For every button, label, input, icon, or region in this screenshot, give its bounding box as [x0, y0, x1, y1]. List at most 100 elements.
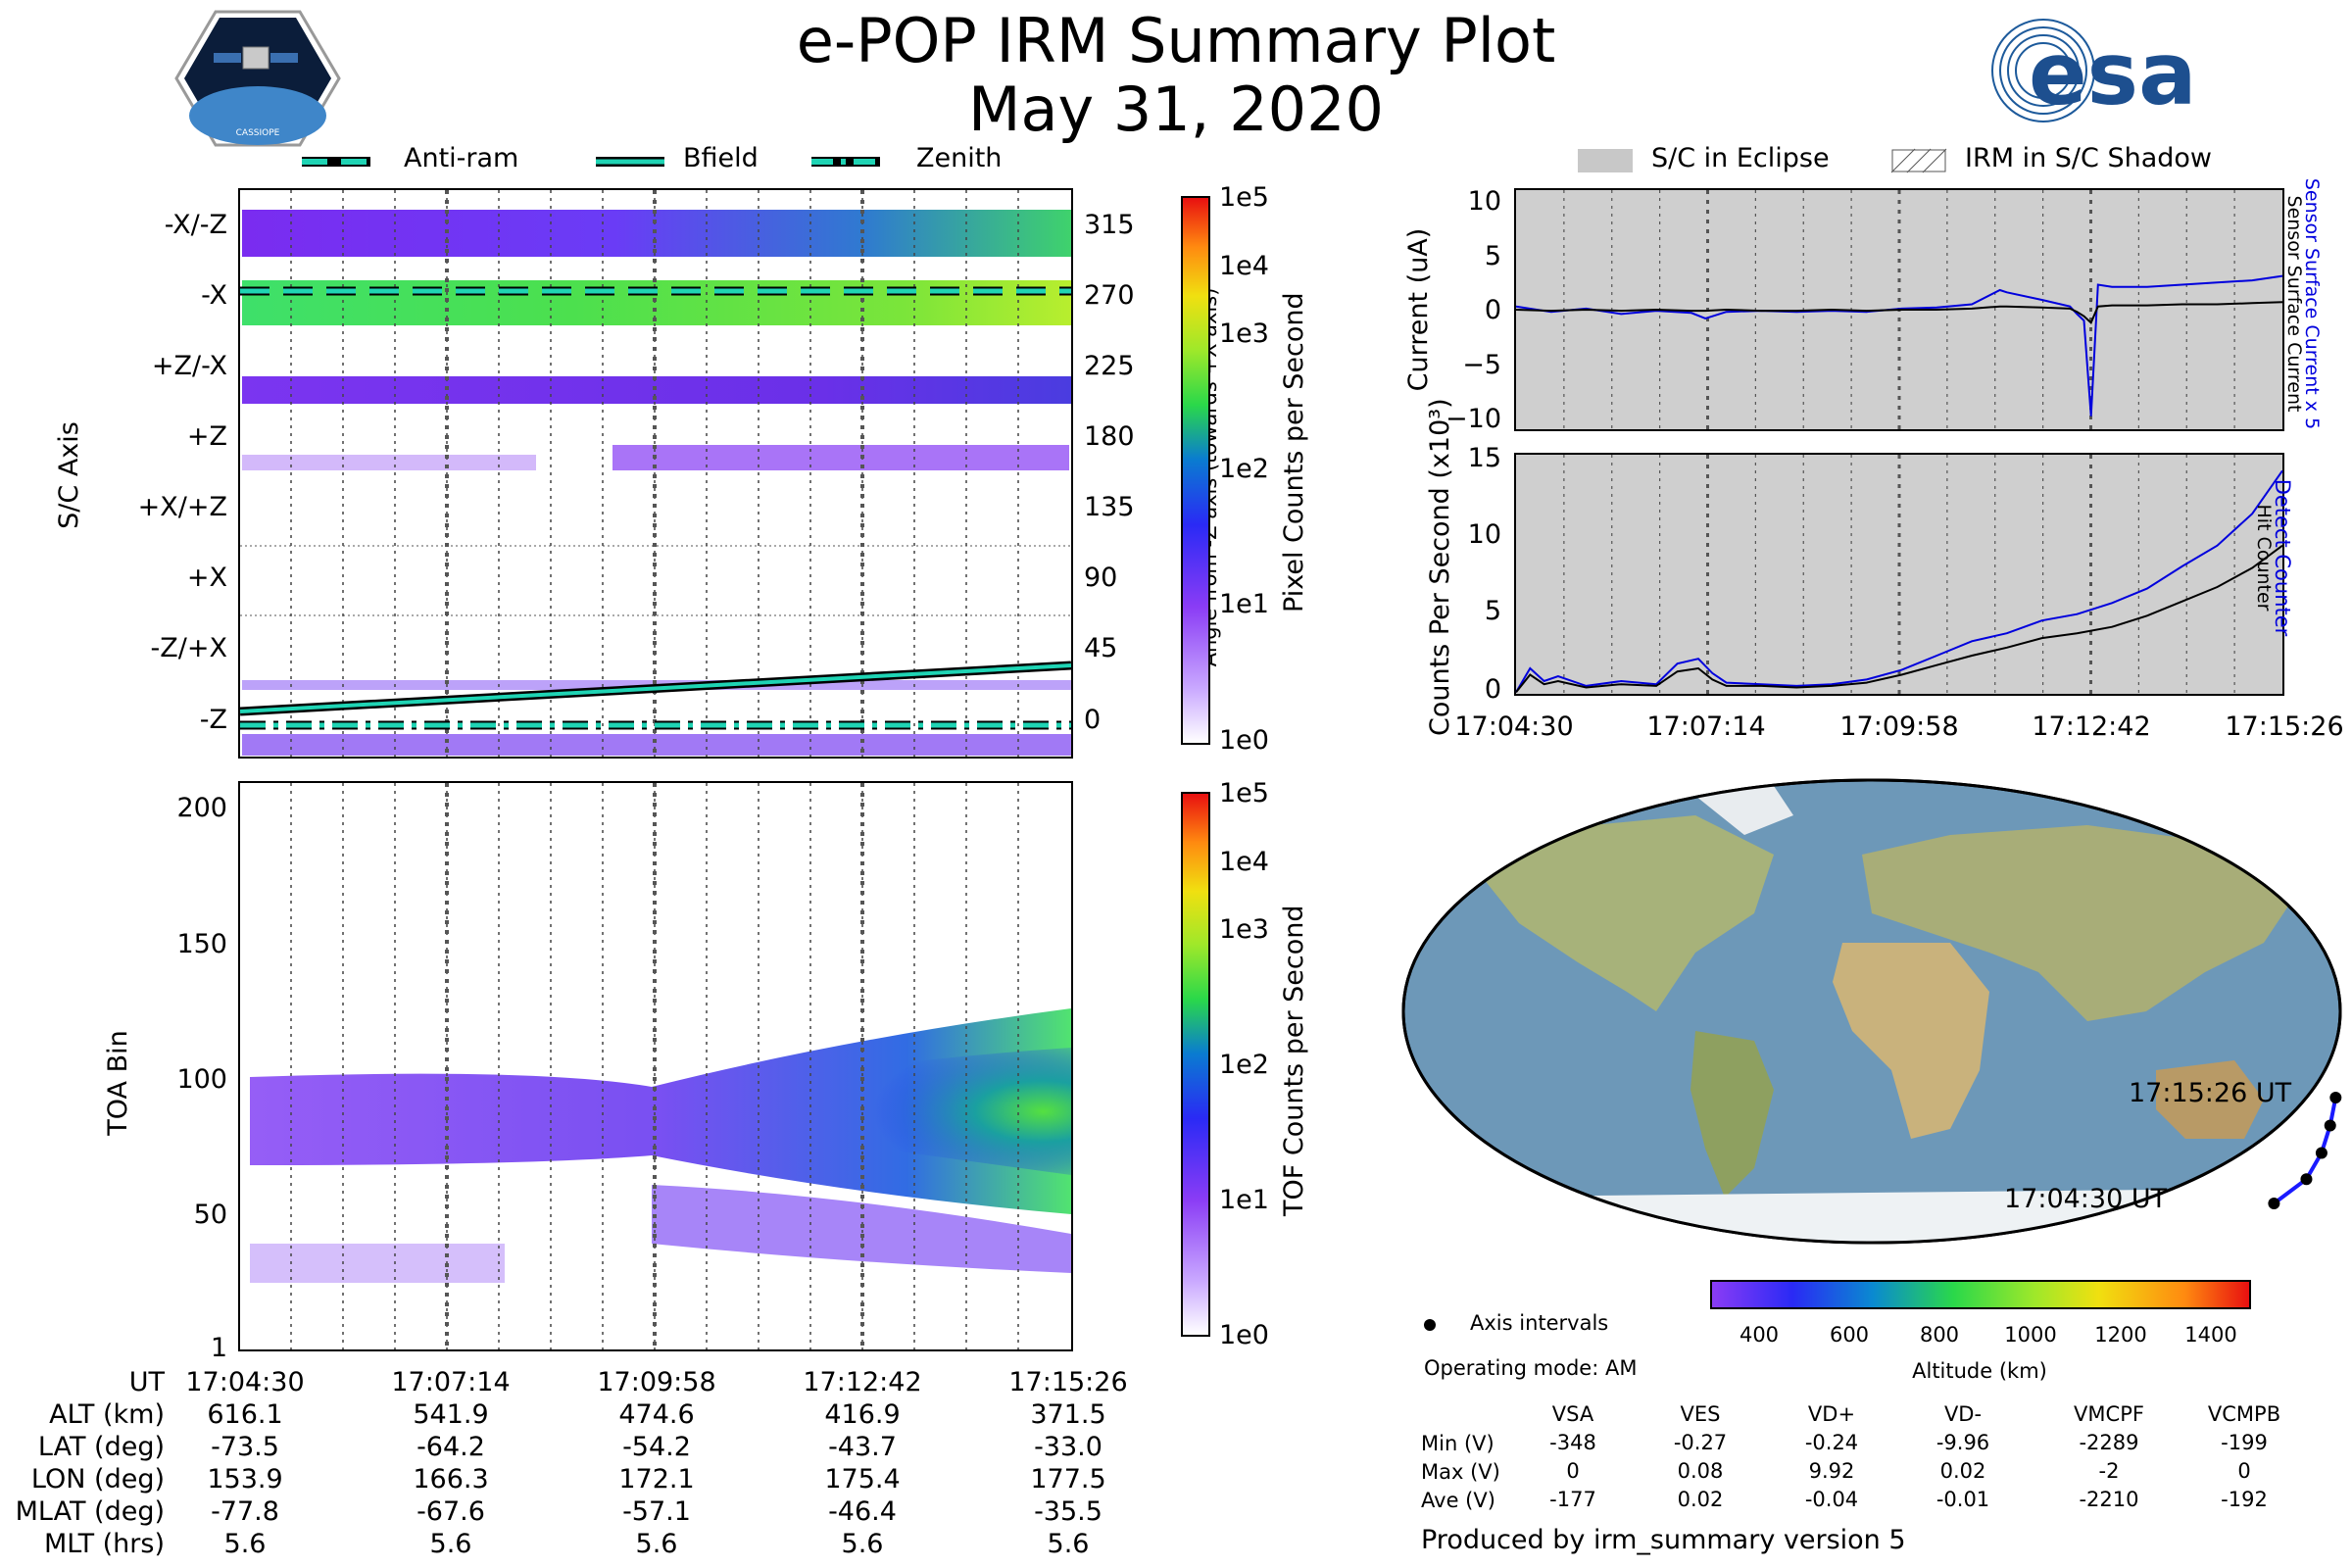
pixel-rtick-2: 225: [1084, 351, 1135, 381]
series-line-sensor-surface-current: [1515, 301, 2283, 324]
voltage-cell: -0.04: [1804, 1488, 1859, 1511]
axis-interval-marker: [2324, 1119, 2336, 1132]
tof-ytick-1: 150: [176, 929, 227, 959]
voltage-col-vcmpb: VCMPB -199 0 -192: [2185, 1400, 2303, 1514]
pixel-rtick-3: 180: [1084, 421, 1135, 452]
tof-cbar-tick-4: 1e1: [1219, 1185, 1269, 1215]
tof-ytick-3: 50: [193, 1200, 227, 1230]
voltage-cell: 0.08: [1677, 1459, 1724, 1483]
ephemeris-column: 17:09:58 474.6 -54.2 172.1 -57.1 5.6: [588, 1366, 725, 1560]
legend-anti-ram: Anti-ram: [404, 143, 519, 173]
voltage-header: VSA: [1551, 1402, 1594, 1426]
series-line-sensor-surface-current-x-5: [1515, 274, 2283, 416]
counts-right-label-2: Hit Counter: [2253, 504, 2275, 612]
ephemeris-cell: 17:09:58: [597, 1367, 716, 1397]
ephemeris-cell: -33.0: [1034, 1432, 1102, 1462]
ephemeris-cell: -43.7: [828, 1432, 897, 1462]
esa-logo: esa: [1991, 19, 2196, 124]
plot-title: e-POP IRM Summary Plot: [796, 5, 1556, 76]
legend-eclipse: S/C in Eclipse: [1651, 143, 1830, 173]
altitude-colorbar: [1710, 1280, 2251, 1309]
tof-cbar-tick-2: 1e3: [1219, 914, 1269, 945]
ephemeris-cell: 5.6: [841, 1529, 884, 1559]
pixel-ytick-6: -Z/+X: [150, 633, 227, 663]
voltage-col-vsa: VSA -348 0 -177: [1519, 1400, 1627, 1514]
voltage-col-vdminus: VD- -9.96 0.02 -0.01: [1909, 1400, 2017, 1514]
voltage-header: VMCPF: [2074, 1402, 2144, 1426]
voltage-cell: 9.92: [1808, 1459, 1855, 1483]
counts-plot: [1515, 455, 2283, 694]
voltage-cell: -0.27: [1673, 1431, 1728, 1454]
counts-xtick-3: 17:12:42: [2032, 711, 2151, 742]
voltage-cell: -177: [1549, 1488, 1596, 1511]
counts-panel: [1514, 453, 2284, 696]
tof-ytick-0: 200: [176, 793, 227, 823]
alt-tick: 800: [1919, 1323, 1960, 1347]
voltage-cell: 0: [2237, 1459, 2251, 1483]
voltage-cell: -199: [2221, 1431, 2268, 1454]
voltage-row-labels: Min (V) Max (V) Ave (V): [1421, 1430, 1500, 1515]
axis-interval-marker: [2315, 1147, 2328, 1159]
counts-ylabel: Counts Per Second (x10³): [1425, 398, 1455, 736]
ephemeris-label-mlt: MLT (hrs): [43, 1529, 165, 1559]
esa-logo-text: esa: [2029, 24, 2196, 124]
cassiope-logo-text: CASSIOPE: [236, 128, 280, 138]
pixel-ytick-4: +X/+Z: [137, 492, 227, 522]
voltage-header: VD+: [1807, 1402, 1856, 1426]
alt-tick: 1200: [2094, 1323, 2147, 1347]
ephemeris-label-ut: UT: [128, 1367, 165, 1397]
tof-cbar-tick-1: 1e4: [1219, 847, 1269, 877]
alt-tick: 1000: [2004, 1323, 2057, 1347]
pixel-spectrogram: [238, 188, 1073, 759]
ephemeris-column: 17:04:30 616.1 -73.5 153.9 -77.8 5.6: [176, 1366, 314, 1560]
series-line-hit-counter: [1515, 544, 2283, 694]
ephemeris-label-alt: ALT (km): [49, 1399, 165, 1430]
voltage-header: VCMPB: [2207, 1402, 2281, 1426]
legend-shadow-swatch: [1890, 148, 1947, 173]
pixel-colorbar: [1181, 196, 1210, 745]
ephemeris-cell: 177.5: [1030, 1464, 1106, 1494]
antarctica-shape: [1403, 1188, 2340, 1243]
legend-shadow: IRM in S/C Shadow: [1965, 143, 2213, 173]
current-panel: [1514, 188, 2284, 431]
voltage-col-ves: VES -0.27 0.08 0.02: [1646, 1400, 1754, 1514]
legend-eclipse-swatch: [1578, 149, 1633, 172]
tof-colorbar: [1181, 792, 1210, 1337]
current-right-label-1: Sensor Surface Current x 5: [2301, 177, 2323, 430]
ephemeris-cell: 474.6: [618, 1399, 695, 1430]
voltage-cell: 0.02: [1939, 1459, 1986, 1483]
pixel-cbar-tick-2: 1e3: [1219, 318, 1269, 349]
voltage-header: VES: [1680, 1402, 1721, 1426]
tof-cbar-label: TOF Counts per Second: [1279, 905, 1309, 1217]
alt-tick: 400: [1739, 1323, 1780, 1347]
voltage-cell: -2210: [2079, 1488, 2139, 1511]
ephemeris-cell: 416.9: [824, 1399, 901, 1430]
ephemeris-cell: -64.2: [416, 1432, 485, 1462]
counts-xtick-4: 17:15:26: [2225, 711, 2344, 742]
altitude-label: Altitude (km): [1912, 1359, 2047, 1383]
axis-interval-dot: [1424, 1319, 1436, 1331]
pixel-ytick-5: +X: [186, 563, 227, 593]
tof-ylabel: TOA Bin: [103, 1030, 133, 1136]
ephemeris-cell: 17:15:26: [1008, 1367, 1128, 1397]
ephemeris-cell: -54.2: [622, 1432, 691, 1462]
pixel-rtick-0: 315: [1084, 210, 1135, 240]
counts-ytick-1: 10: [1467, 519, 1501, 550]
legend-bfield: Bfield: [683, 143, 759, 173]
ephemeris-column: 17:15:26 371.5 -33.0 177.5 -35.5 5.6: [1000, 1366, 1137, 1560]
current-ytick-1: 5: [1484, 241, 1501, 271]
current-right-label-2: Sensor Surface Current: [2283, 195, 2305, 413]
alt-tick: 1400: [2184, 1323, 2237, 1347]
tof-ytick-2: 100: [176, 1064, 227, 1095]
voltage-cell: -0.24: [1804, 1431, 1859, 1454]
tof-cbar-tick-3: 1e2: [1219, 1050, 1269, 1080]
pixel-ytick-3: +Z: [186, 421, 227, 452]
ephemeris-label-lat: LAT (deg): [37, 1432, 165, 1462]
series-line-detect-counter: [1515, 469, 2283, 693]
counts-xtick-0: 17:04:30: [1454, 711, 1574, 742]
current-ytick-2: 0: [1484, 295, 1501, 325]
current-plot: [1515, 190, 2283, 429]
tof-cbar-tick-5: 1e0: [1219, 1320, 1269, 1350]
footer-text: Produced by irm_summary version 5: [1421, 1525, 1906, 1555]
pixel-cbar-tick-0: 1e5: [1219, 182, 1269, 213]
